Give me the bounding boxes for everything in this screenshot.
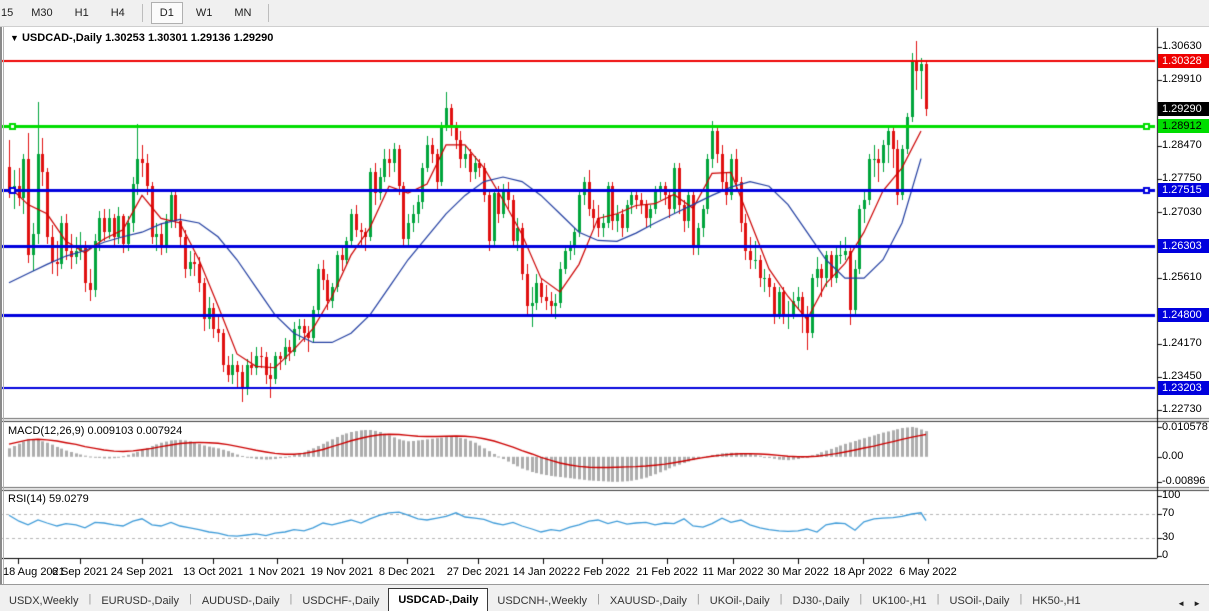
tab-usdcad-daily[interactable]: USDCAD-,Daily xyxy=(388,588,489,611)
tab-separator: | xyxy=(597,592,600,605)
timeframe-button-m15[interactable]: 15 xyxy=(1,7,14,19)
chart-tab-bar: USDX,Weekly | EURUSD-,Daily | AUDUSD-,Da… xyxy=(0,584,1209,611)
tab-dj30-daily[interactable]: DJ30-,Daily xyxy=(792,595,850,607)
tab-separator: | xyxy=(696,592,700,605)
tab-ukoil-daily[interactable]: UKOil-,Daily xyxy=(709,595,770,607)
tab-scroll-right-icon[interactable]: ► xyxy=(1193,599,1201,608)
tab-audusd-daily[interactable]: AUDUSD-,Daily xyxy=(201,595,280,607)
tab-usoil-daily[interactable]: USOil-,Daily xyxy=(949,595,1010,607)
tab-eurusd-daily[interactable]: EURUSD-,Daily xyxy=(101,595,179,607)
tab-uk100-h1[interactable]: UK100-,H1 xyxy=(872,595,927,607)
tab-scroll-left-icon[interactable]: ◄ xyxy=(1177,599,1186,608)
timeframe-button-m30[interactable]: M30 xyxy=(31,7,53,19)
chart-window-border xyxy=(3,27,4,584)
tab-usdx-weekly[interactable]: USDX,Weekly xyxy=(9,595,79,607)
timeframe-button-w1[interactable]: W1 xyxy=(195,7,213,19)
tab-separator: | xyxy=(779,592,783,605)
timeframe-button-d1[interactable]: D1 xyxy=(150,2,183,24)
tab-separator: | xyxy=(936,592,940,605)
tab-separator: | xyxy=(289,592,293,605)
toolbar-separator xyxy=(141,4,143,22)
tab-scroll-arrows: ◄ ► xyxy=(1173,599,1209,611)
tab-separator: | xyxy=(188,592,192,605)
timeframe-button-mn[interactable]: MN xyxy=(234,7,252,19)
tab-separator: | xyxy=(859,592,863,605)
tab-usdchf-daily[interactable]: USDCHF-,Daily xyxy=(302,595,380,607)
tab-separator: | xyxy=(1019,592,1023,605)
tab-separator: | xyxy=(88,592,92,605)
chart-window-border xyxy=(0,27,2,584)
tab-xauusd-daily[interactable]: XAUUSD-,Daily xyxy=(609,595,687,607)
timeframe-toolbar: 15 M30 H1 H4 D1 W1 MN xyxy=(0,0,1209,27)
toolbar-separator xyxy=(268,4,270,22)
tab-usdcnh-weekly[interactable]: USDCNH-,Weekly xyxy=(497,595,588,607)
tab-hk50[interactable]: HK50-,H1 xyxy=(1032,595,1081,607)
timeframe-button-h4[interactable]: H4 xyxy=(110,7,125,19)
timeframe-button-h1[interactable]: H1 xyxy=(74,7,89,19)
